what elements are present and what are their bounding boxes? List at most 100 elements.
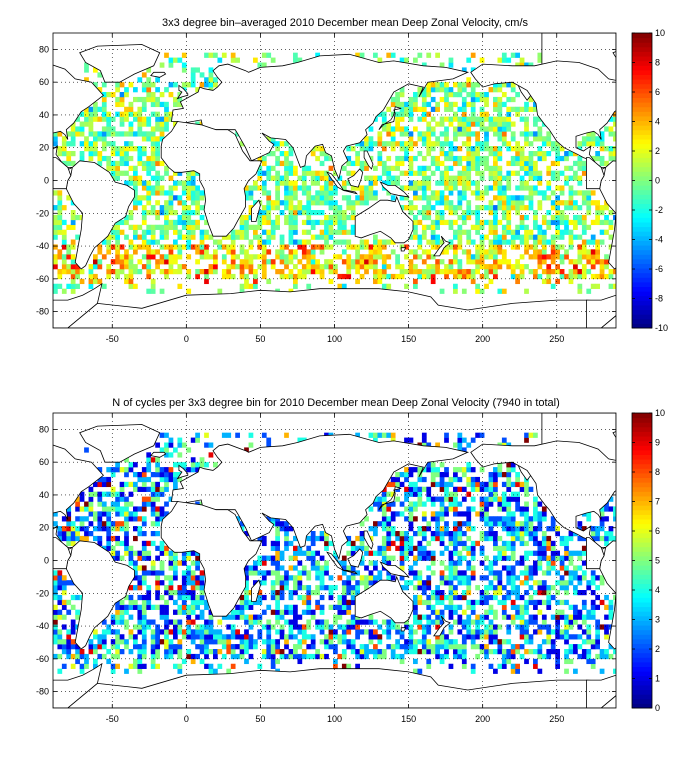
data-bin [311, 176, 316, 181]
data-bin [142, 102, 147, 107]
data-bin [142, 654, 147, 659]
data-bin [533, 629, 538, 634]
data-bin [89, 279, 94, 284]
data-bin [169, 264, 174, 269]
data-bin [484, 220, 489, 225]
data-bin [66, 600, 71, 605]
data-bin [342, 585, 347, 590]
data-bin [422, 600, 427, 605]
data-bin [453, 570, 458, 575]
data-bin [595, 151, 600, 156]
data-bin [471, 487, 476, 492]
data-bin [613, 136, 618, 141]
data-bin [200, 205, 205, 210]
data-bin [71, 639, 76, 644]
data-bin [573, 264, 578, 269]
data-bin [155, 472, 160, 477]
data-bin [204, 279, 209, 284]
data-bin [200, 659, 205, 664]
data-bin [155, 570, 160, 575]
data-bin [311, 639, 316, 644]
data-bin [542, 141, 547, 146]
data-bin [235, 264, 240, 269]
data-bin [435, 595, 440, 600]
data-bin [266, 220, 271, 225]
data-bin [342, 664, 347, 669]
data-bin [591, 240, 596, 245]
data-bin [506, 240, 511, 245]
data-bin [422, 92, 427, 97]
data-bin [151, 570, 156, 575]
data-bin [377, 156, 382, 161]
data-bin [422, 225, 427, 230]
data-bin [613, 536, 618, 541]
data-bin [573, 669, 578, 674]
data-bin [106, 526, 111, 531]
data-bin [169, 220, 174, 225]
data-bin [355, 585, 360, 590]
colorbar-segment [632, 116, 652, 121]
data-bin [524, 166, 529, 171]
data-bin [435, 200, 440, 205]
data-bin [520, 166, 525, 171]
data-bin [164, 433, 169, 438]
data-bin [413, 502, 418, 507]
data-bin [560, 230, 565, 235]
data-bin [489, 220, 494, 225]
data-bin [337, 615, 342, 620]
data-bin [440, 181, 445, 186]
data-bin [164, 200, 169, 205]
data-bin [146, 122, 151, 127]
data-bin [75, 269, 80, 274]
data-bin [324, 639, 329, 644]
y-tick-label: -20 [36, 208, 49, 218]
data-bin [449, 639, 454, 644]
data-bin [444, 176, 449, 181]
data-bin [493, 669, 498, 674]
data-bin [191, 639, 196, 644]
data-bin [209, 264, 214, 269]
data-bin [271, 205, 276, 210]
data-bin [515, 92, 520, 97]
x-tick-label: 0 [184, 334, 189, 344]
data-bin [386, 629, 391, 634]
data-bin [533, 235, 538, 240]
data-bin [537, 151, 542, 156]
data-bin [191, 190, 196, 195]
data-bin [506, 516, 511, 521]
data-bin [582, 249, 587, 254]
data-bin [289, 565, 294, 570]
data-bin [502, 195, 507, 200]
data-bin [409, 502, 414, 507]
data-bin [364, 185, 369, 190]
data-bin [449, 590, 454, 595]
data-bin [409, 541, 414, 546]
data-bin [302, 269, 307, 274]
data-bin [97, 156, 102, 161]
data-bin [435, 220, 440, 225]
colorbar-tick-label: -6 [655, 264, 663, 274]
data-bin [324, 561, 329, 566]
data-bin [146, 541, 151, 546]
data-bin [89, 284, 94, 289]
data-bin [284, 654, 289, 659]
data-bin [257, 176, 262, 181]
data-bin [97, 107, 102, 112]
data-bin [520, 556, 525, 561]
data-bin [564, 624, 569, 629]
data-bin [57, 585, 62, 590]
data-bin [529, 244, 534, 249]
data-bin [329, 575, 334, 580]
data-bin [497, 87, 502, 92]
data-bin [133, 472, 138, 477]
data-bin [80, 151, 85, 156]
data-bin [569, 244, 574, 249]
data-bin [382, 511, 387, 516]
data-bin [124, 112, 129, 117]
data-bin [155, 634, 160, 639]
data-bin [524, 126, 529, 131]
data-bin [435, 181, 440, 186]
data-bin [453, 610, 458, 615]
data-bin [484, 205, 489, 210]
data-bin [89, 511, 94, 516]
